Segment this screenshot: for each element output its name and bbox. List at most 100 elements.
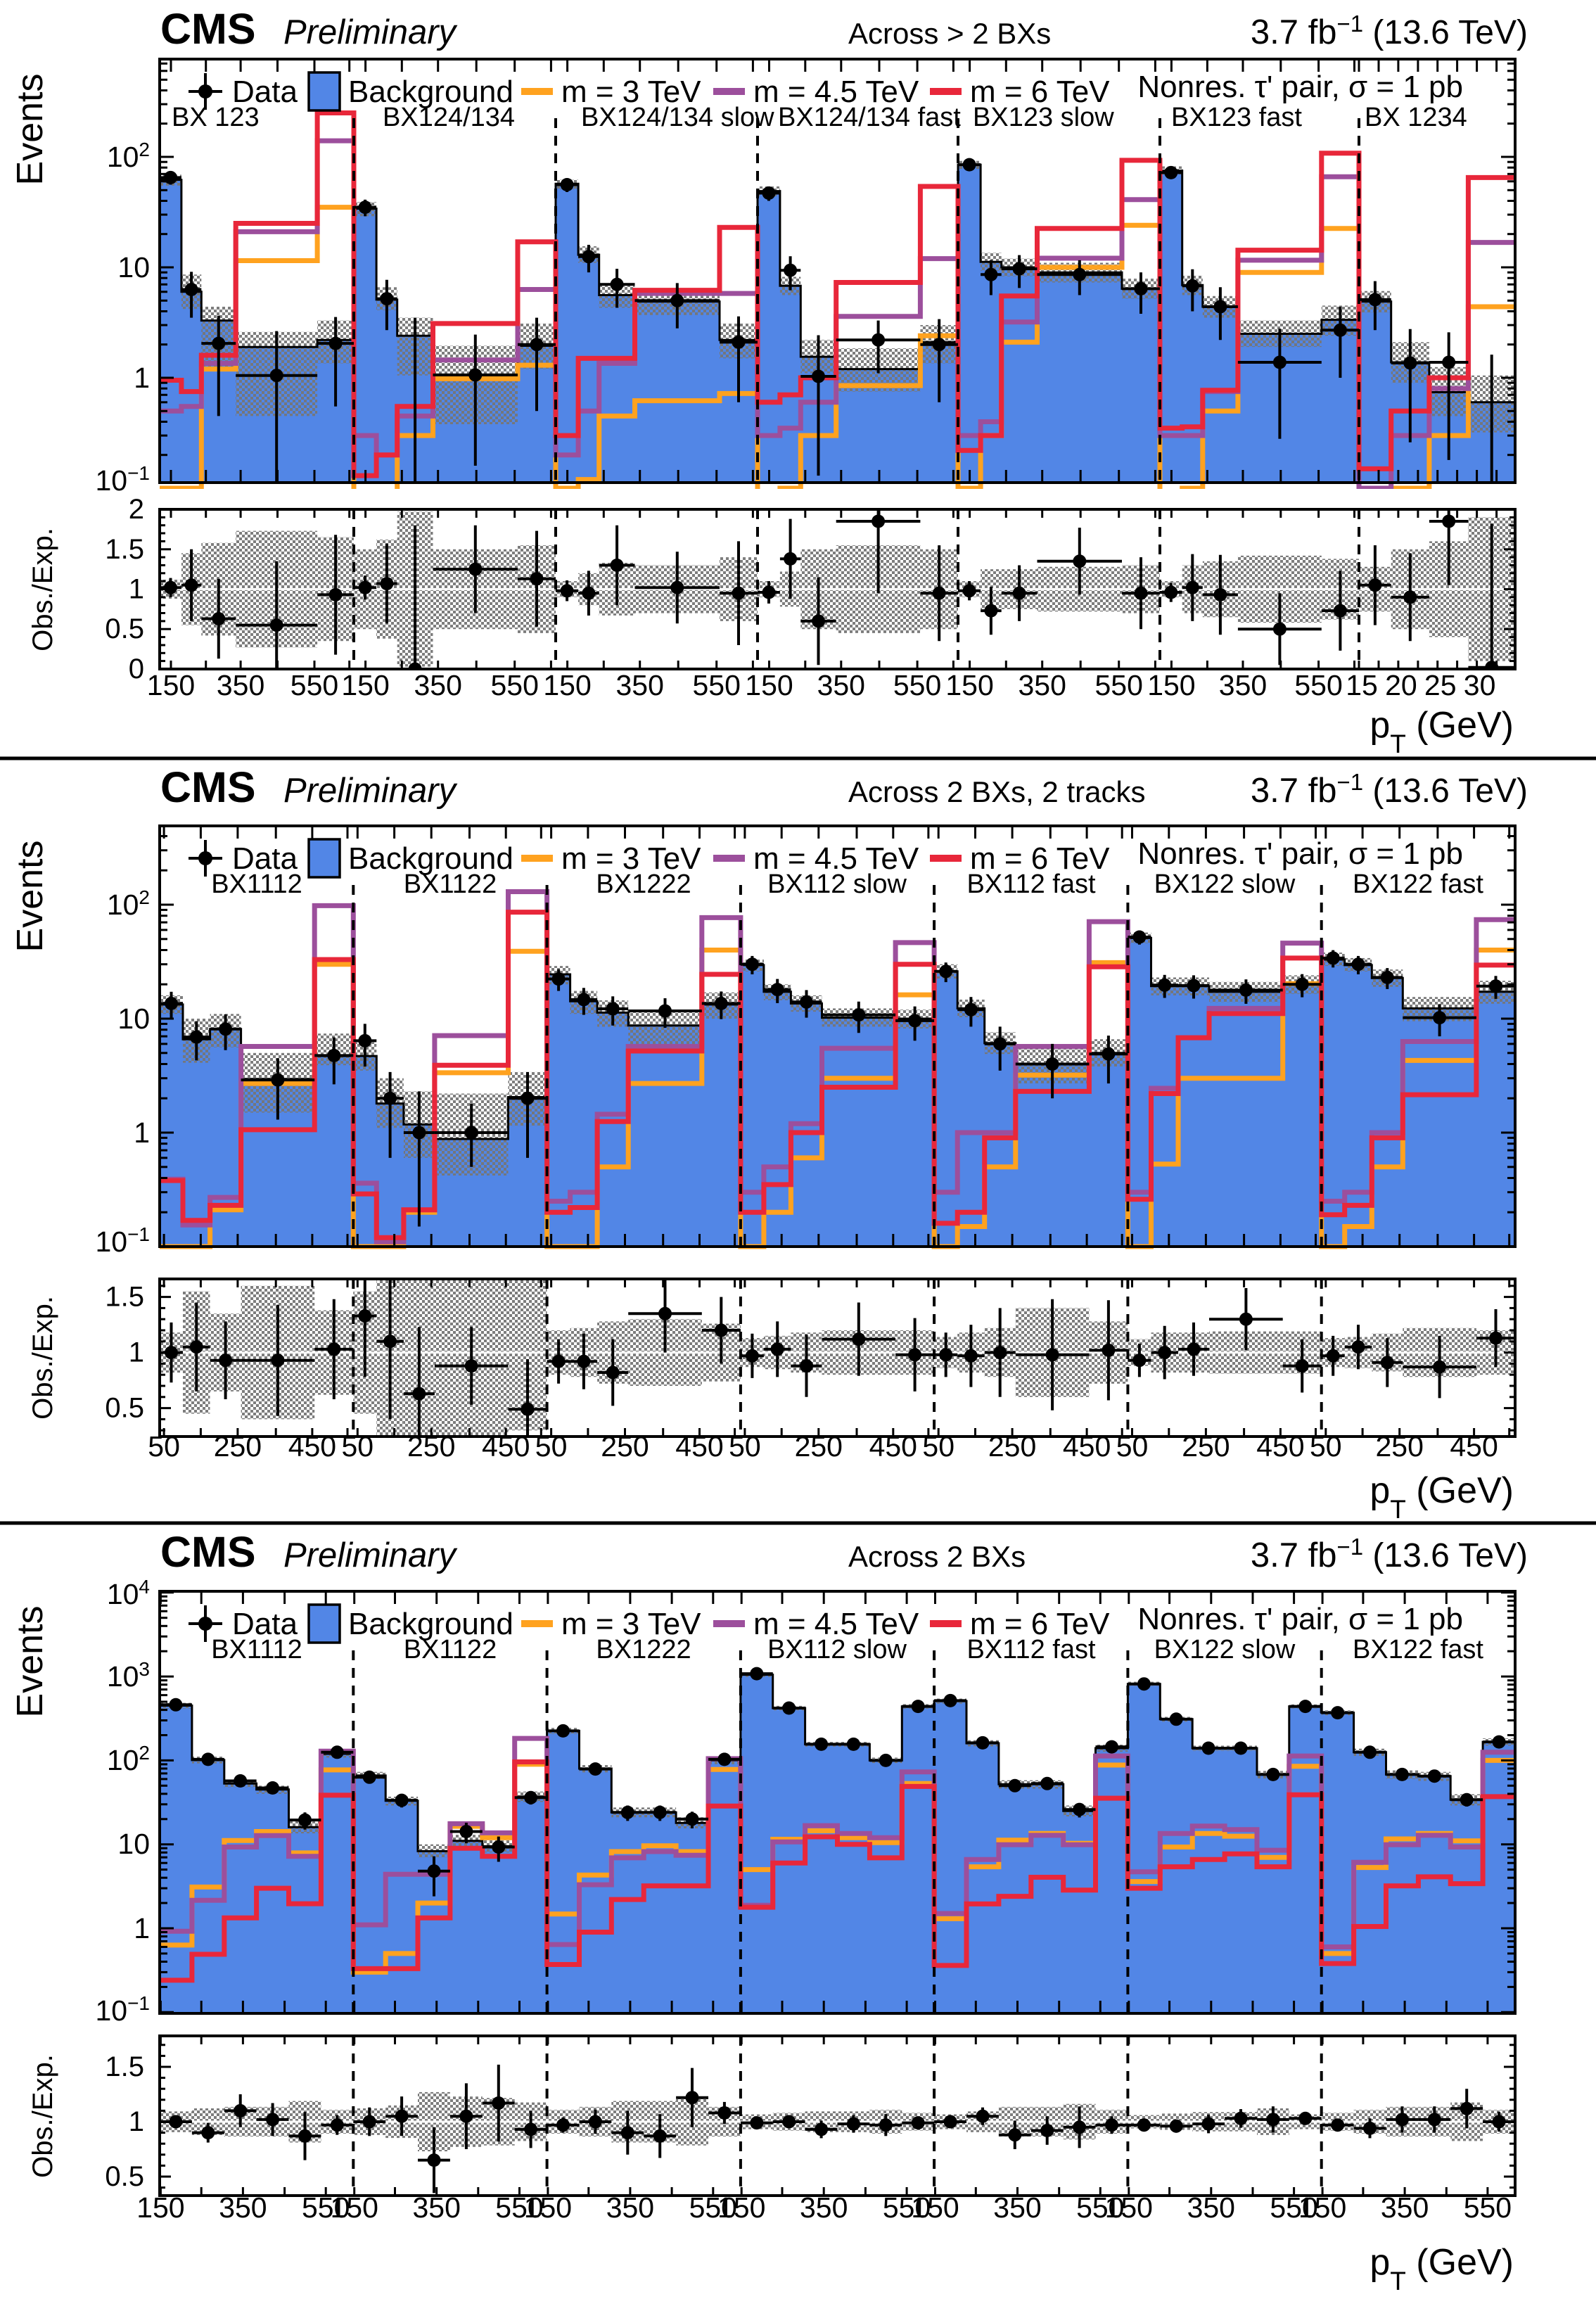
svg-text:50: 50	[729, 1430, 761, 1463]
svg-text:3.7 fb−1 (13.6 TeV): 3.7 fb−1 (13.6 TeV)	[1251, 769, 1528, 810]
svg-text:350: 350	[1219, 669, 1267, 701]
svg-text:Obs./Exp.: Obs./Exp.	[27, 1296, 58, 1420]
svg-text:350: 350	[412, 2191, 460, 2224]
svg-text:50: 50	[1310, 1430, 1342, 1463]
svg-text:350: 350	[1381, 2191, 1429, 2224]
svg-text:m = 4.5 TeV: m = 4.5 TeV	[753, 1607, 919, 1641]
svg-text:m = 3 TeV: m = 3 TeV	[561, 75, 701, 109]
svg-text:30: 30	[1464, 669, 1496, 701]
svg-text:BX1222: BX1222	[596, 1635, 691, 1664]
svg-text:BX124/134 slow: BX124/134 slow	[581, 103, 774, 132]
svg-text:0.5: 0.5	[105, 613, 144, 644]
svg-text:550: 550	[495, 2191, 543, 2224]
svg-text:150: 150	[911, 2191, 959, 2224]
svg-text:1.5: 1.5	[105, 1282, 144, 1313]
svg-text:3.7 fb−1 (13.6 TeV): 3.7 fb−1 (13.6 TeV)	[1251, 11, 1528, 51]
svg-text:Preliminary: Preliminary	[283, 13, 458, 51]
svg-text:150: 150	[341, 669, 389, 701]
svg-text:150: 150	[543, 669, 591, 701]
svg-text:Across 2 BXs: Across 2 BXs	[848, 1540, 1026, 1573]
svg-text:BX122 slow: BX122 slow	[1154, 1635, 1296, 1664]
svg-text:BX112 fast: BX112 fast	[966, 870, 1096, 899]
svg-text:350: 350	[615, 669, 663, 701]
svg-text:150: 150	[1105, 2191, 1153, 2224]
svg-text:550: 550	[291, 669, 338, 701]
svg-text:0: 0	[129, 654, 144, 684]
svg-text:Nonres. τ' pair, σ = 1 pb: Nonres. τ' pair, σ = 1 pb	[1137, 836, 1463, 871]
svg-text:CMS: CMS	[160, 1528, 256, 1576]
svg-text:CMS: CMS	[160, 5, 256, 53]
svg-text:450: 450	[675, 1430, 723, 1463]
svg-text:BX123 slow: BX123 slow	[973, 103, 1114, 132]
svg-text:BX124/134: BX124/134	[383, 103, 515, 132]
svg-text:2: 2	[129, 494, 144, 525]
svg-text:550: 550	[1294, 669, 1342, 701]
svg-text:CMS: CMS	[160, 763, 256, 811]
svg-text:m = 3 TeV: m = 3 TeV	[561, 1607, 701, 1641]
svg-text:250: 250	[1375, 1430, 1423, 1463]
svg-text:150: 150	[524, 2191, 572, 2224]
svg-text:150: 150	[1147, 669, 1195, 701]
svg-text:1: 1	[134, 362, 150, 394]
svg-text:550: 550	[490, 669, 538, 701]
svg-text:50: 50	[922, 1430, 955, 1463]
svg-text:1: 1	[134, 1912, 150, 1944]
svg-text:Obs./Exp.: Obs./Exp.	[27, 2054, 58, 2178]
svg-text:250: 250	[795, 1430, 843, 1463]
svg-text:550: 550	[689, 2191, 737, 2224]
svg-text:Data: Data	[232, 1607, 298, 1641]
svg-text:550: 550	[893, 669, 941, 701]
svg-text:BX1112: BX1112	[211, 870, 302, 899]
svg-text:50: 50	[341, 1430, 374, 1463]
svg-text:350: 350	[993, 2191, 1041, 2224]
svg-text:50: 50	[148, 1430, 180, 1463]
svg-text:BX123 fast: BX123 fast	[1171, 103, 1302, 132]
svg-text:1: 1	[129, 1337, 144, 1368]
svg-text:1: 1	[129, 574, 144, 605]
svg-text:Background: Background	[348, 841, 513, 876]
svg-text:BX112 slow: BX112 slow	[767, 870, 907, 899]
svg-text:25: 25	[1424, 669, 1457, 701]
svg-text:1: 1	[129, 2106, 144, 2137]
svg-text:50: 50	[1116, 1430, 1149, 1463]
svg-text:450: 450	[1063, 1430, 1111, 1463]
svg-text:550: 550	[1270, 2191, 1317, 2224]
svg-text:BX 123: BX 123	[172, 103, 260, 132]
svg-text:150: 150	[330, 2191, 378, 2224]
svg-text:BX1222: BX1222	[596, 870, 691, 899]
svg-text:BX1112: BX1112	[211, 1635, 302, 1664]
svg-text:m = 6 TeV: m = 6 TeV	[970, 841, 1110, 876]
svg-text:550: 550	[883, 2191, 931, 2224]
svg-text:BX122 slow: BX122 slow	[1154, 870, 1296, 899]
svg-text:BX112 slow: BX112 slow	[767, 1635, 907, 1664]
svg-text:150: 150	[1298, 2191, 1346, 2224]
svg-text:350: 350	[217, 669, 264, 701]
svg-text:250: 250	[214, 1430, 262, 1463]
svg-text:m = 6 TeV: m = 6 TeV	[970, 1607, 1110, 1641]
svg-text:Obs./Exp.: Obs./Exp.	[27, 528, 58, 651]
svg-text:BX1122: BX1122	[404, 870, 497, 899]
svg-text:550: 550	[302, 2191, 350, 2224]
svg-text:Preliminary: Preliminary	[283, 772, 458, 810]
svg-text:550: 550	[692, 669, 740, 701]
svg-text:150: 150	[717, 2191, 765, 2224]
svg-text:150: 150	[136, 2191, 184, 2224]
svg-text:450: 450	[869, 1430, 917, 1463]
svg-text:350: 350	[414, 669, 461, 701]
svg-text:250: 250	[988, 1430, 1036, 1463]
svg-text:1.5: 1.5	[105, 534, 144, 565]
svg-text:450: 450	[1256, 1430, 1304, 1463]
svg-text:Background: Background	[348, 1607, 513, 1641]
svg-text:1: 1	[134, 1116, 150, 1149]
svg-text:250: 250	[601, 1430, 649, 1463]
svg-text:Events: Events	[10, 841, 51, 953]
svg-text:m = 3 TeV: m = 3 TeV	[561, 841, 701, 876]
svg-text:Data: Data	[232, 75, 298, 109]
svg-text:3.7 fb−1 (13.6 TeV): 3.7 fb−1 (13.6 TeV)	[1251, 1534, 1528, 1574]
svg-text:450: 450	[288, 1430, 336, 1463]
svg-text:250: 250	[407, 1430, 455, 1463]
svg-text:150: 150	[745, 669, 793, 701]
svg-text:1.5: 1.5	[105, 2051, 144, 2082]
svg-text:BX122 fast: BX122 fast	[1353, 870, 1483, 899]
svg-text:103: 103	[107, 1658, 150, 1693]
